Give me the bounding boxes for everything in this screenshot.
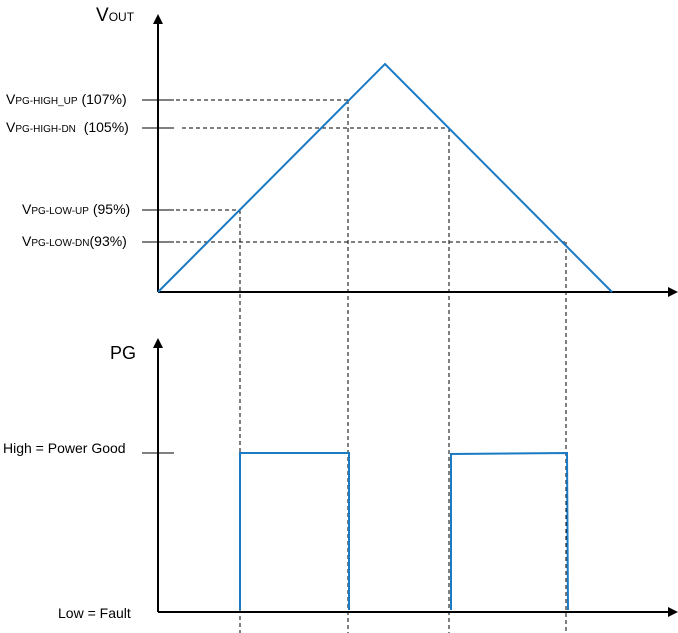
vout-axis-label: VOUT [96, 5, 135, 26]
threshold-label-low-up: VPG-LOW-UP (95%) [22, 201, 131, 217]
pg-high-label: High = Power Good [3, 440, 126, 456]
threshold-label-low-dn: VPG-LOW-DN(93%) [22, 233, 127, 249]
threshold-label-high-dn: VPG-HIGH-DN (105%) [6, 119, 129, 135]
vout-waveform [157, 62, 613, 293]
threshold-label-high-up: VPG-HIGH_UP (107%) [6, 91, 127, 107]
pg-axis-label: PG [110, 343, 137, 363]
pg-low-label: Low = Fault [58, 605, 131, 621]
pg-pulse-2 [450, 451, 569, 611]
pg-pulse-1 [239, 452, 350, 610]
